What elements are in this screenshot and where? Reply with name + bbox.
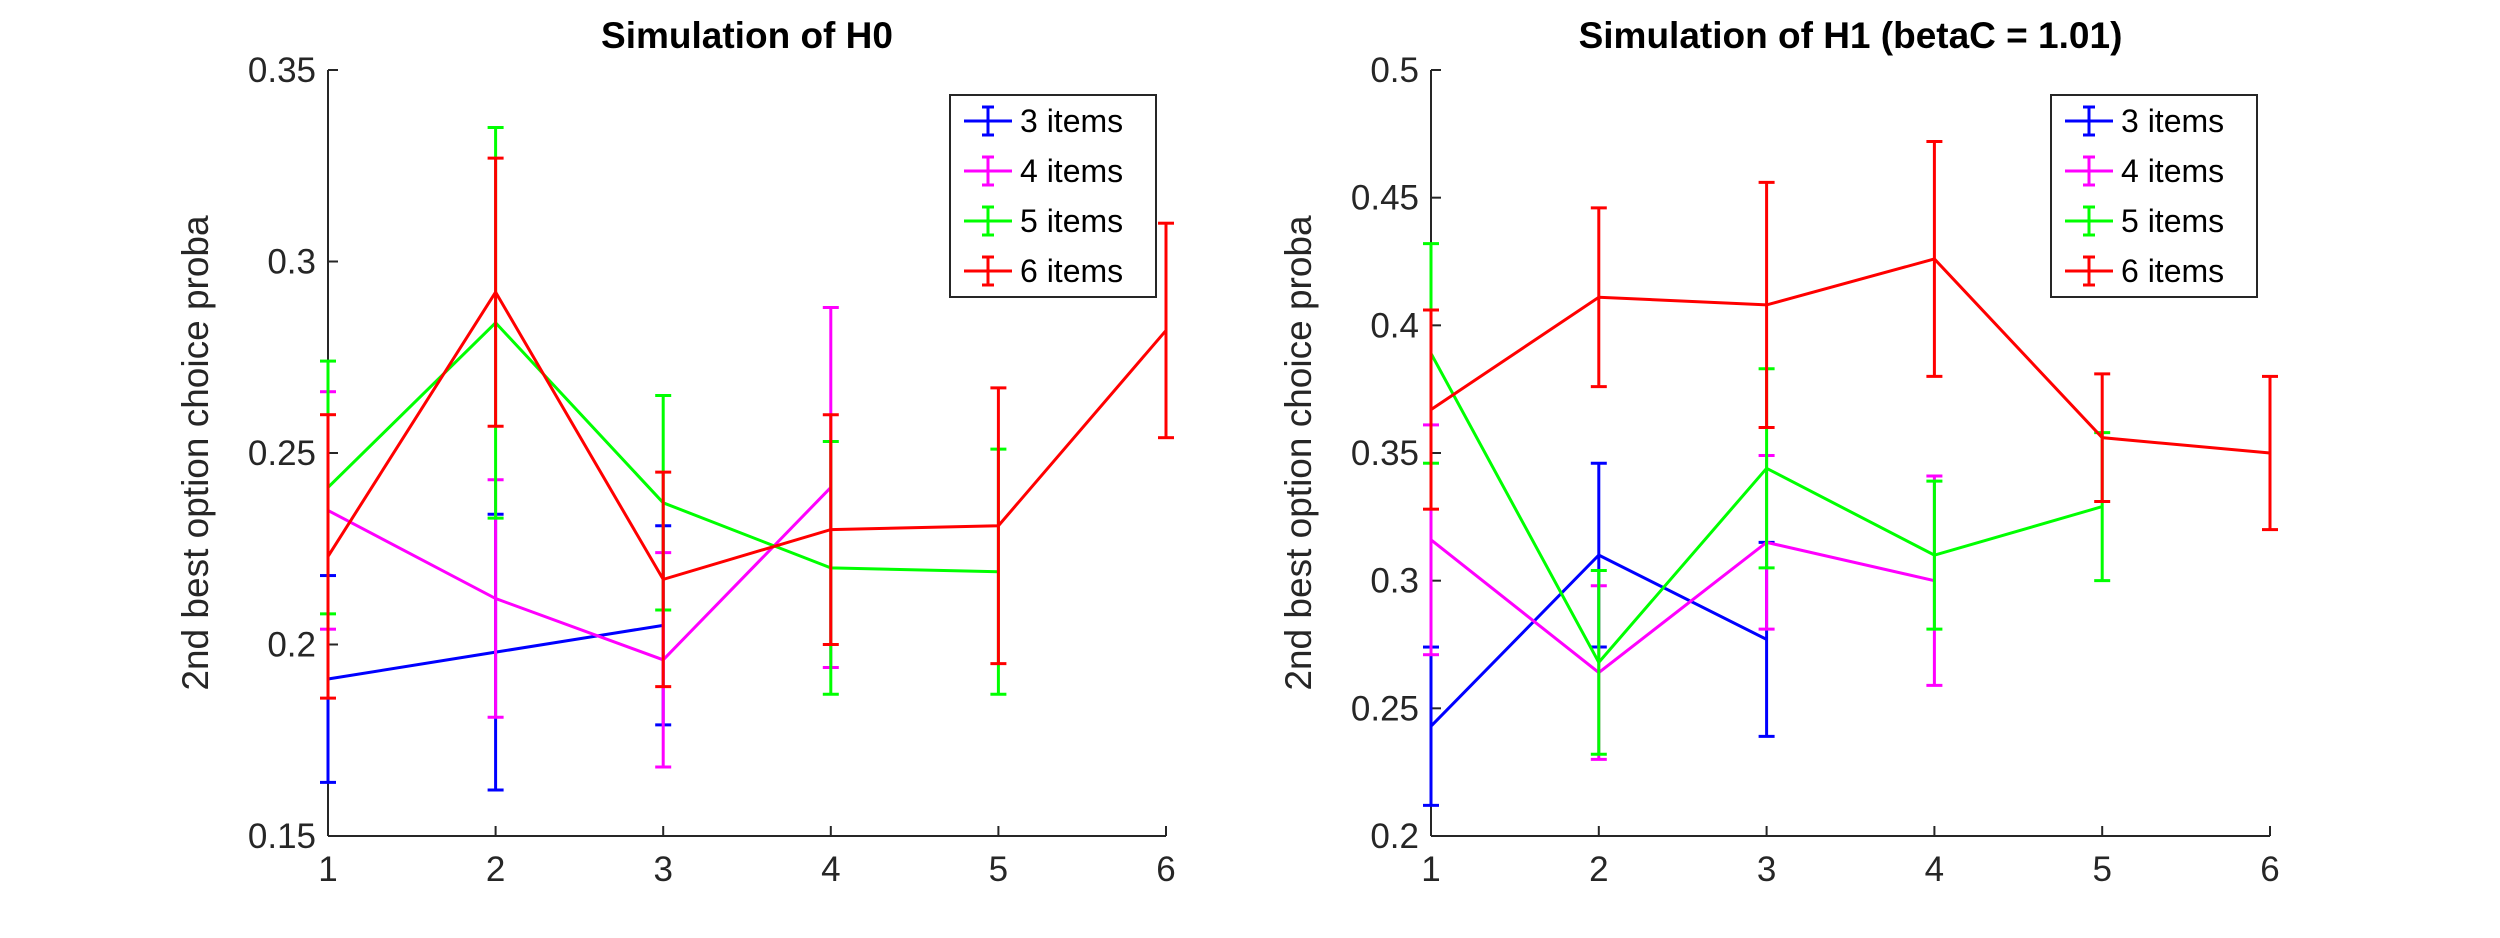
error-bar — [1926, 479, 1943, 631]
error-bar — [1423, 308, 1439, 511]
y-tick-label: 0.15 — [248, 817, 316, 856]
x-tick-label: 5 — [989, 850, 1008, 889]
legend-item: 3 items — [964, 103, 1123, 139]
legend-label: 3 items — [2121, 103, 2224, 139]
y-axis-label: 2nd best option choice proba — [1278, 215, 1319, 691]
legend-label: 6 items — [2121, 253, 2224, 289]
error-bar — [1423, 645, 1439, 807]
series-6-items — [320, 156, 1174, 700]
error-bar — [487, 156, 504, 428]
x-tick-label: 1 — [318, 850, 337, 889]
legend-item: 4 items — [964, 153, 1123, 189]
y-tick-label: 0.2 — [1370, 817, 1419, 856]
error-bar — [822, 413, 839, 646]
legend-label: 3 items — [1020, 103, 1123, 139]
x-tick-label: 3 — [653, 850, 672, 889]
legend-item: 4 items — [2065, 153, 2224, 189]
error-bar — [2262, 374, 2278, 532]
y-tick-label: 0.5 — [1370, 51, 1419, 90]
legend-label: 4 items — [2121, 153, 2224, 189]
legend-item: 6 items — [964, 253, 1123, 289]
legend: 3 items 4 items 5 items 6 items — [2050, 94, 2258, 298]
error-bar — [990, 386, 1007, 666]
legend-label: 5 items — [2121, 203, 2224, 239]
x-tick-label: 4 — [821, 850, 840, 889]
panel-h1: 0.2 0.25 0.3 0.35 0.4 0.45 0.5 1 2 3 4 5 6 Simulation… — [1278, 15, 2280, 889]
legend-label: 5 items — [1020, 203, 1123, 239]
x-tick-label: 4 — [1925, 850, 1944, 889]
chart-title: Simulation of H1 (betaC = 1.01) — [1579, 15, 2123, 56]
y-tick-label: 0.25 — [248, 434, 316, 473]
x-tick-label: 2 — [486, 850, 505, 889]
error-bar — [655, 470, 672, 689]
legend-box — [949, 94, 1157, 298]
error-bar — [320, 413, 336, 700]
error-bar — [1758, 180, 1775, 429]
error-bar — [2094, 372, 2111, 504]
error-bar — [1926, 139, 1943, 378]
panel-h0: 0.15 0.2 0.25 0.3 0.35 1 2 3 4 5 6 Simulation of H0… — [175, 15, 1176, 889]
legend: 3 items 4 items 5 items 6 items — [949, 94, 1157, 298]
legend-item: 6 items — [2065, 253, 2224, 289]
legend-label: 4 items — [1020, 153, 1123, 189]
legend-box — [2050, 94, 2258, 298]
legend-item: 5 items — [2065, 203, 2224, 239]
error-bar — [1590, 206, 1607, 389]
x-tick-label: 6 — [1156, 850, 1175, 889]
error-bar — [1590, 568, 1607, 756]
y-tick-label: 0.35 — [248, 51, 316, 90]
y-tick-label: 0.35 — [1351, 434, 1419, 473]
legend-item: 5 items — [964, 203, 1123, 239]
series-6-items — [1423, 139, 2278, 532]
legend-label: 6 items — [1020, 253, 1123, 289]
x-tick-label: 3 — [1757, 850, 1776, 889]
chart-title: Simulation of H0 — [601, 15, 893, 56]
y-tick-label: 0.45 — [1351, 179, 1419, 218]
x-tick-label: 1 — [1421, 850, 1440, 889]
y-tick-label: 0.2 — [267, 626, 316, 665]
series-4-items — [320, 305, 839, 769]
series-line — [1430, 257, 2271, 455]
series-line — [1430, 538, 1935, 675]
error-bar — [1158, 221, 1174, 440]
legend-item: 3 items — [2065, 103, 2224, 139]
x-tick-label: 2 — [1589, 850, 1608, 889]
y-tick-label: 0.4 — [1370, 306, 1419, 345]
y-axis-label: 2nd best option choice proba — [175, 215, 216, 691]
x-tick-label: 5 — [2092, 850, 2111, 889]
x-tick-label: 6 — [2260, 850, 2279, 889]
series-4-items — [1423, 423, 1943, 761]
series-line — [327, 486, 832, 662]
y-tick-label: 0.3 — [267, 243, 316, 282]
series-line — [326, 289, 1168, 582]
y-tick-label: 0.25 — [1351, 689, 1419, 728]
y-tick-label: 0.3 — [1370, 562, 1419, 601]
